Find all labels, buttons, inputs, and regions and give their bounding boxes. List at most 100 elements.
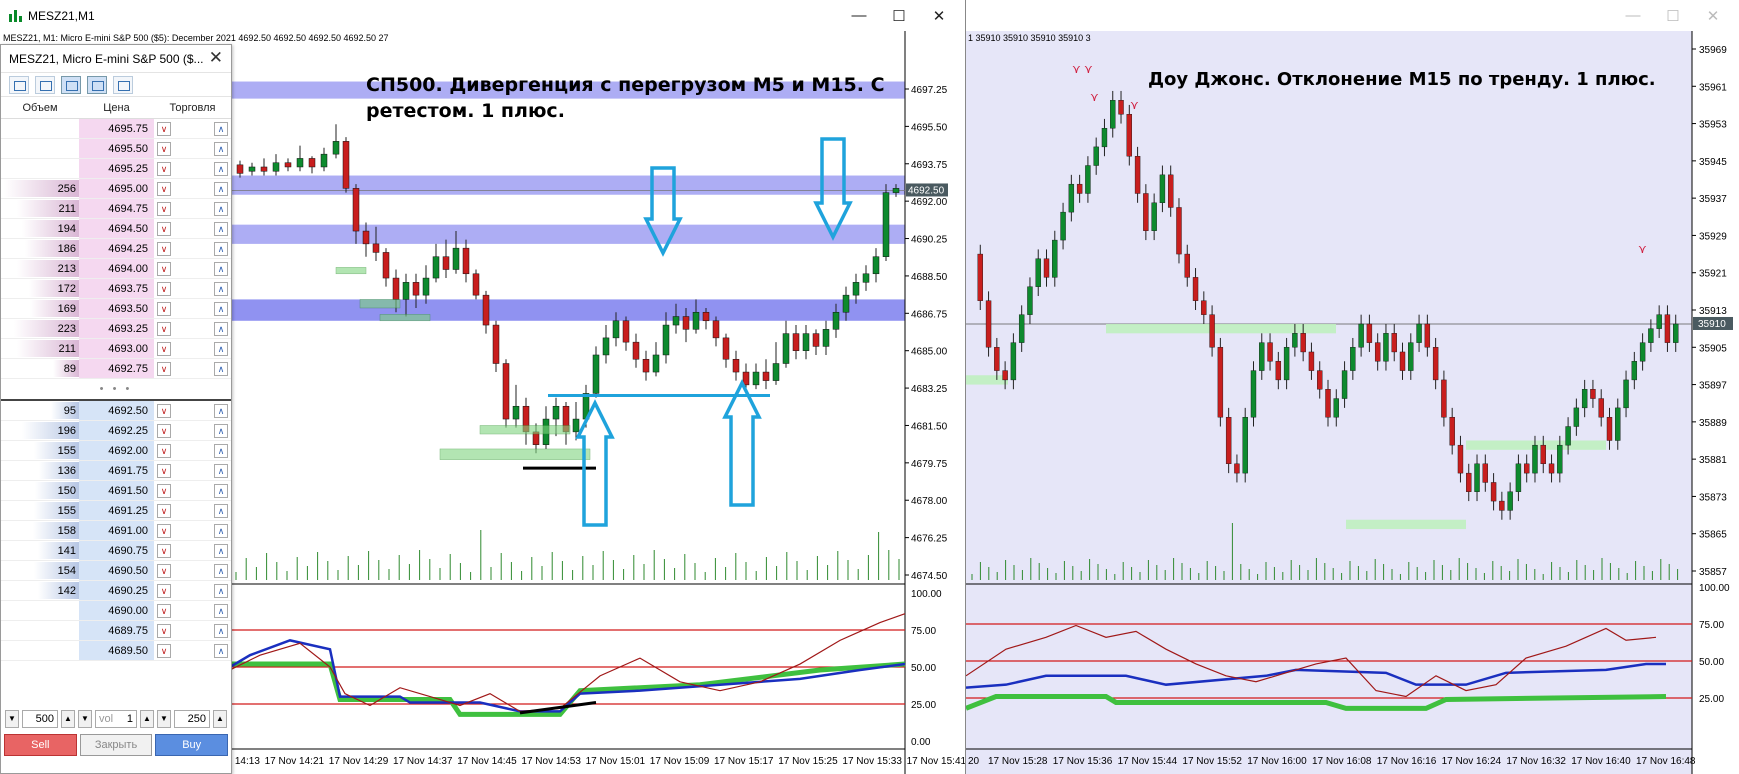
vol-increase-icon[interactable]: ▲ — [140, 710, 154, 728]
sell-limit-chevron-icon[interactable]: ∨ — [157, 544, 171, 558]
buy-limit-chevron-icon[interactable]: ∧ — [214, 202, 228, 216]
sell-limit-chevron-icon[interactable]: ∨ — [157, 624, 171, 638]
buy-limit-chevron-icon[interactable]: ∧ — [214, 142, 228, 156]
sell-limit-chevron-icon[interactable]: ∨ — [157, 644, 171, 658]
vol-input[interactable]: vol 1 — [95, 710, 137, 728]
right-maximize-icon[interactable]: ☐ — [1666, 7, 1680, 25]
dom-price-cell[interactable]: 4691.25 — [79, 501, 154, 520]
dom-price-cell[interactable]: 4692.75 — [79, 359, 154, 378]
dom-price-cell[interactable]: 4690.25 — [79, 581, 154, 600]
close-icon[interactable]: ✕ — [932, 7, 946, 25]
buy-limit-chevron-icon[interactable]: ∧ — [214, 222, 228, 236]
sell-limit-chevron-icon[interactable]: ∨ — [157, 584, 171, 598]
buy-limit-chevron-icon[interactable]: ∧ — [214, 584, 228, 598]
sell-limit-chevron-icon[interactable]: ∨ — [157, 142, 171, 156]
minimize-icon[interactable]: — — [851, 7, 867, 24]
dom-price-cell[interactable]: 4693.25 — [79, 319, 154, 338]
sell-limit-chevron-icon[interactable]: ∨ — [157, 322, 171, 336]
sell-limit-chevron-icon[interactable]: ∨ — [157, 404, 171, 418]
buy-limit-chevron-icon[interactable]: ∧ — [214, 342, 228, 356]
dom-price-cell[interactable]: 4693.75 — [79, 279, 154, 298]
buy-limit-chevron-icon[interactable]: ∧ — [214, 282, 228, 296]
buy-limit-chevron-icon[interactable]: ∧ — [214, 644, 228, 658]
right-price-chart[interactable]: 1 35910 35910 35910 35910 3 35969 35961 359… — [966, 31, 1739, 774]
dom-price-cell[interactable]: 4693.00 — [79, 339, 154, 358]
sell-limit-chevron-icon[interactable]: ∨ — [157, 484, 171, 498]
buy-limit-chevron-icon[interactable]: ∧ — [214, 424, 228, 438]
dom-price-cell[interactable]: 4689.50 — [79, 641, 154, 660]
buy-limit-chevron-icon[interactable]: ∧ — [214, 604, 228, 618]
buy-limit-chevron-icon[interactable]: ∧ — [214, 162, 228, 176]
dom-price-cell[interactable]: 4695.50 — [79, 139, 154, 158]
sell-limit-chevron-icon[interactable]: ∨ — [157, 202, 171, 216]
buy-limit-chevron-icon[interactable]: ∧ — [214, 122, 228, 136]
sell-limit-chevron-icon[interactable]: ∨ — [157, 222, 171, 236]
buy-limit-chevron-icon[interactable]: ∧ — [214, 564, 228, 578]
dom-price-cell[interactable]: 4692.25 — [79, 421, 154, 440]
right-close-icon[interactable]: ✕ — [1706, 7, 1720, 25]
sell-limit-chevron-icon[interactable]: ∨ — [157, 504, 171, 518]
depth-input[interactable]: 250 — [174, 710, 210, 728]
depth-increase-icon[interactable]: ▲ — [213, 710, 227, 728]
dom-price-cell[interactable]: 4694.25 — [79, 239, 154, 258]
dom-price-cell[interactable]: 4694.75 — [79, 199, 154, 218]
sell-limit-chevron-icon[interactable]: ∨ — [157, 604, 171, 618]
buy-limit-chevron-icon[interactable]: ∧ — [214, 322, 228, 336]
dom-settings-icon[interactable] — [35, 75, 55, 94]
sell-limit-chevron-icon[interactable]: ∨ — [157, 242, 171, 256]
dom-price-cell[interactable]: 4695.75 — [79, 119, 154, 138]
sell-limit-chevron-icon[interactable]: ∨ — [157, 302, 171, 316]
sell-limit-chevron-icon[interactable]: ∨ — [157, 342, 171, 356]
sell-limit-chevron-icon[interactable]: ∨ — [157, 262, 171, 276]
dom-ticks-icon[interactable] — [113, 75, 133, 94]
dom-price-cell[interactable]: 4689.75 — [79, 621, 154, 640]
sell-limit-chevron-icon[interactable]: ∨ — [157, 464, 171, 478]
dom-price-cell[interactable]: 4694.00 — [79, 259, 154, 278]
dom-price-cell[interactable]: 4690.00 — [79, 601, 154, 620]
buy-limit-chevron-icon[interactable]: ∧ — [214, 302, 228, 316]
dom-price-cell[interactable]: 4691.00 — [79, 521, 154, 540]
qty-increase-icon[interactable]: ▲ — [61, 710, 75, 728]
dom-price-cell[interactable]: 4690.50 — [79, 561, 154, 580]
dom-ladder-icon[interactable] — [61, 75, 81, 94]
dom-close-icon[interactable]: ✕ — [208, 48, 223, 67]
sell-limit-chevron-icon[interactable]: ∨ — [157, 162, 171, 176]
buy-limit-chevron-icon[interactable]: ∧ — [214, 484, 228, 498]
dom-price-cell[interactable]: 4694.50 — [79, 219, 154, 238]
right-titlebar[interactable]: — ☐ ✕ — [966, 0, 1739, 31]
vol-decrease-icon[interactable]: ▼ — [78, 710, 92, 728]
buy-limit-chevron-icon[interactable]: ∧ — [214, 504, 228, 518]
depth-decrease-icon[interactable]: ▼ — [157, 710, 171, 728]
dom-price-cell[interactable]: 4693.50 — [79, 299, 154, 318]
dom-price-cell[interactable]: 4692.50 — [79, 401, 154, 420]
buy-limit-chevron-icon[interactable]: ∧ — [214, 544, 228, 558]
sell-limit-chevron-icon[interactable]: ∨ — [157, 424, 171, 438]
left-titlebar[interactable]: MESZ21,M1 — ☐ ✕ — [0, 0, 965, 31]
buy-button[interactable]: Buy — [155, 734, 229, 756]
maximize-icon[interactable]: ☐ — [892, 7, 906, 25]
dom-price-cell[interactable]: 4692.00 — [79, 441, 154, 460]
dom-price-cell[interactable]: 4695.25 — [79, 159, 154, 178]
right-minimize-icon[interactable]: — — [1625, 7, 1641, 24]
buy-limit-chevron-icon[interactable]: ∧ — [214, 182, 228, 196]
sell-limit-chevron-icon[interactable]: ∨ — [157, 122, 171, 136]
dom-price-cell[interactable]: 4690.75 — [79, 541, 154, 560]
dom-center-icon[interactable] — [87, 75, 107, 94]
buy-limit-chevron-icon[interactable]: ∧ — [214, 242, 228, 256]
qty-decrease-icon[interactable]: ▼ — [5, 710, 19, 728]
dom-chart-icon[interactable] — [9, 75, 29, 94]
sell-limit-chevron-icon[interactable]: ∨ — [157, 524, 171, 538]
buy-limit-chevron-icon[interactable]: ∧ — [214, 624, 228, 638]
buy-limit-chevron-icon[interactable]: ∧ — [214, 362, 228, 376]
sell-limit-chevron-icon[interactable]: ∨ — [157, 444, 171, 458]
sell-button[interactable]: Sell — [4, 734, 77, 756]
buy-limit-chevron-icon[interactable]: ∧ — [214, 524, 228, 538]
dom-price-cell[interactable]: 4691.75 — [79, 461, 154, 480]
buy-limit-chevron-icon[interactable]: ∧ — [214, 464, 228, 478]
dom-price-cell[interactable]: 4695.00 — [79, 179, 154, 198]
qty-input[interactable]: 500 — [22, 710, 58, 728]
dom-title-bar[interactable]: MESZ21, Micro E-mini S&P 500 ($... ✕ — [1, 45, 231, 73]
sell-limit-chevron-icon[interactable]: ∨ — [157, 564, 171, 578]
close-position-button[interactable]: Закрыть — [79, 734, 153, 756]
sell-limit-chevron-icon[interactable]: ∨ — [157, 182, 171, 196]
